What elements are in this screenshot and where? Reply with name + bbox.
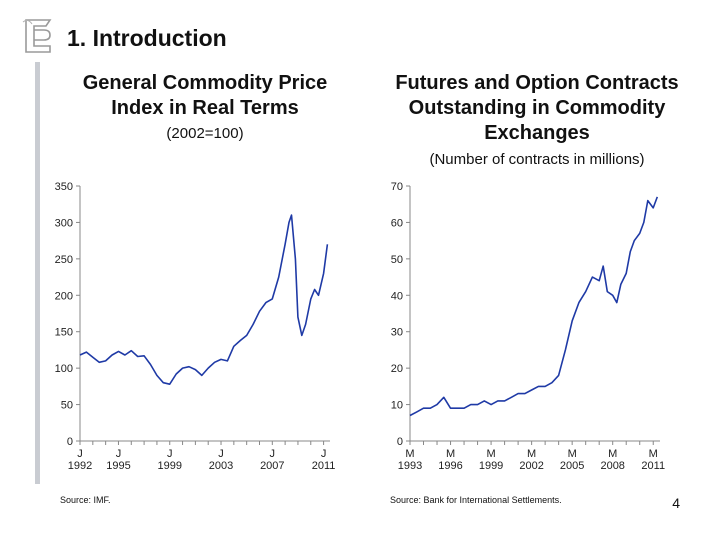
y-tick-label: 200 <box>55 290 73 302</box>
x-tick-year-label: 1992 <box>68 460 92 472</box>
left-source-note: Source: IMF. <box>60 495 111 505</box>
x-tick-year-label: 2005 <box>560 460 584 472</box>
x-tick-month-label: J <box>116 448 122 460</box>
y-tick-label: 0 <box>67 436 73 448</box>
x-tick-month-label: M <box>649 448 658 460</box>
x-tick-year-label: 2008 <box>600 460 624 472</box>
y-tick-label: 50 <box>391 254 403 266</box>
y-tick-label: 10 <box>391 400 403 412</box>
y-tick-label: 150 <box>55 327 73 339</box>
x-tick-month-label: M <box>608 448 617 460</box>
x-tick-year-label: 1993 <box>398 460 422 472</box>
x-tick-year-label: 1999 <box>479 460 503 472</box>
x-tick-month-label: J <box>270 448 276 460</box>
accent-bar <box>35 62 40 484</box>
right-chart-subtitle: (Number of contracts in millions) <box>429 151 645 168</box>
x-tick-year-label: 1995 <box>106 460 130 472</box>
x-tick-year-label: 2003 <box>209 460 233 472</box>
y-tick-label: 70 <box>391 181 403 193</box>
x-tick-month-label: M <box>446 448 455 460</box>
slide-title: 1. Introduction <box>67 25 227 51</box>
x-tick-year-label: 1999 <box>158 460 182 472</box>
right-source-note: Source: Bank for International Settlemen… <box>390 495 562 505</box>
x-tick-month-label: M <box>405 448 414 460</box>
y-tick-label: 350 <box>55 181 73 193</box>
y-tick-label: 60 <box>391 217 403 229</box>
x-tick-month-label: J <box>321 448 327 460</box>
y-tick-label: 100 <box>55 363 73 375</box>
y-tick-label: 40 <box>391 290 403 302</box>
x-tick-month-label: J <box>167 448 173 460</box>
x-tick-month-label: M <box>568 448 577 460</box>
x-tick-year-label: 2007 <box>260 460 284 472</box>
left-chart-subtitle: (2002=100) <box>166 125 244 142</box>
logo-icon <box>22 19 52 53</box>
series-line <box>409 196 659 417</box>
y-tick-label: 250 <box>55 254 73 266</box>
x-tick-year-label: 2011 <box>641 460 665 472</box>
x-tick-year-label: 2011 <box>312 460 336 472</box>
left-chart-title: General Commodity Price Index in Real Te… <box>82 72 328 119</box>
right-chart-title: Futures and Option Contracts Outstanding… <box>395 72 679 144</box>
y-tick-label: 50 <box>61 400 73 412</box>
x-tick-month-label: J <box>77 448 83 460</box>
x-tick-year-label: 1996 <box>438 460 462 472</box>
y-tick-label: 0 <box>397 436 403 448</box>
x-tick-month-label: M <box>527 448 536 460</box>
series-line <box>79 214 329 385</box>
page-number: 4 <box>672 495 680 511</box>
x-tick-year-label: 2002 <box>519 460 543 472</box>
y-tick-label: 30 <box>391 327 403 339</box>
y-tick-label: 300 <box>55 217 73 229</box>
x-tick-month-label: J <box>218 448 224 460</box>
x-tick-month-label: M <box>486 448 495 460</box>
y-tick-label: 20 <box>391 363 403 375</box>
